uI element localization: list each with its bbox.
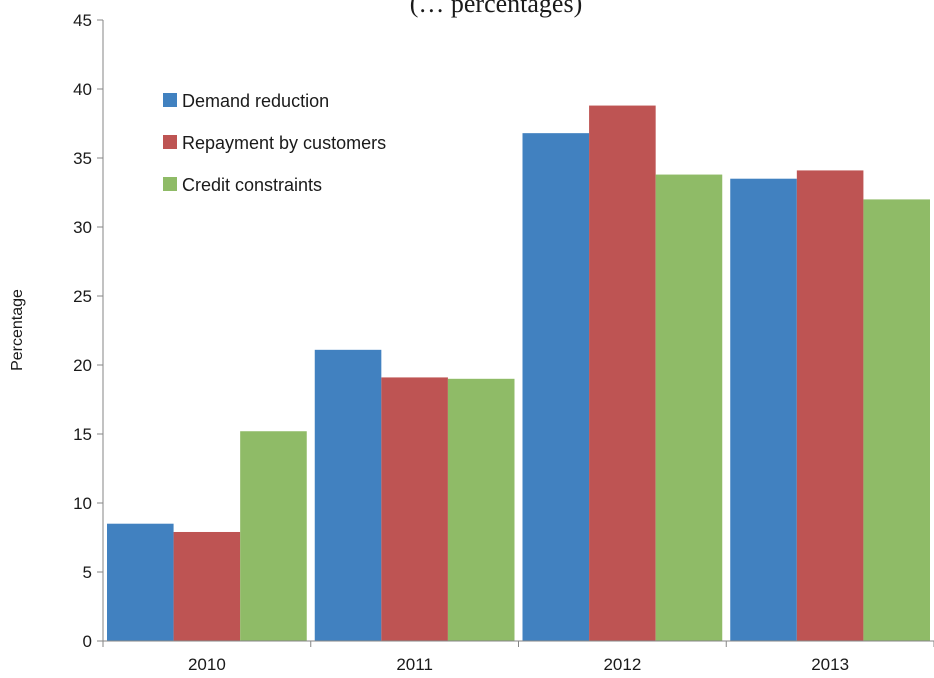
legend-label: Repayment by customers <box>182 133 386 153</box>
legend-swatch <box>163 135 177 149</box>
y-tick-label: 15 <box>73 425 92 444</box>
x-tick-label: 2010 <box>188 655 226 674</box>
y-axis-ticks: 0 5 10 15 20 25 30 35 40 45 <box>73 11 104 651</box>
legend-swatch <box>163 93 177 107</box>
y-tick-label: 5 <box>83 563 92 582</box>
y-tick-label: 40 <box>73 80 92 99</box>
x-tick-label: 2013 <box>811 655 849 674</box>
bar-credit-constraints-2011 <box>447 378 515 641</box>
bar-demand-reduction-2013 <box>730 178 797 641</box>
bar-demand-reduction-2011 <box>314 349 382 641</box>
legend-label: Demand reduction <box>182 91 329 111</box>
bar-repayment-by-customers-2012 <box>589 105 656 641</box>
y-tick-label: 30 <box>73 218 92 237</box>
bar-repayment-by-customers-2010 <box>173 531 241 641</box>
bar-repayment-by-customers-2011 <box>381 377 448 641</box>
bar-credit-constraints-2013 <box>863 199 930 641</box>
legend: Demand reduction Repayment by customers Cr… <box>163 91 386 195</box>
y-axis-label: Percentage <box>9 289 26 371</box>
legend-swatch <box>163 177 177 191</box>
y-tick-label: 10 <box>73 494 92 513</box>
bar-demand-reduction-2010 <box>107 523 174 641</box>
bar-credit-constraints-2010 <box>240 431 307 641</box>
y-tick-label: 35 <box>73 149 92 168</box>
bars <box>107 105 930 642</box>
legend-label: Credit constraints <box>182 175 322 195</box>
x-tick-label: 2011 <box>396 655 433 674</box>
x-tick-label: 2012 <box>603 655 641 674</box>
bar-repayment-by-customers-2013 <box>796 170 864 642</box>
y-tick-label: 0 <box>83 632 92 651</box>
y-tick-label: 45 <box>73 11 92 30</box>
y-tick-label: 25 <box>73 287 92 306</box>
bar-credit-constraints-2012 <box>655 174 723 641</box>
bar-demand-reduction-2012 <box>522 133 590 641</box>
x-axis: 2010 2011 2012 2013 <box>102 640 934 674</box>
y-tick-label: 20 <box>73 356 92 375</box>
chart-title: (… percentages) <box>410 0 583 18</box>
